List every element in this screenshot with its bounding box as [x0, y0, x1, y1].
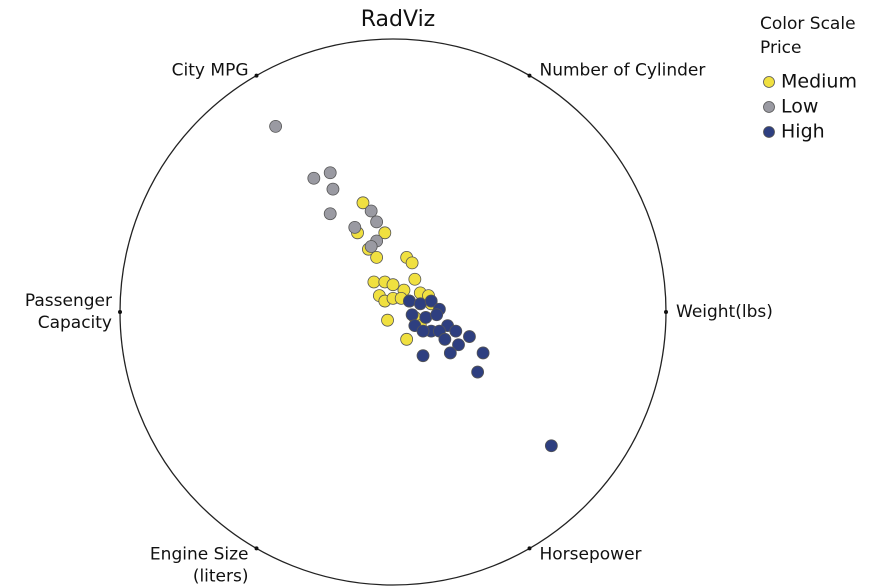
- anchor-point: [664, 310, 668, 314]
- legend-marker: [763, 101, 775, 113]
- anchor-label: Capacity: [38, 313, 112, 333]
- legend-marker: [763, 126, 775, 138]
- data-point: [381, 313, 394, 327]
- data-point: [416, 324, 430, 338]
- data-point: [449, 324, 463, 338]
- data-point: [364, 240, 378, 253]
- legend-label: Medium: [781, 71, 857, 93]
- data-point: [430, 308, 444, 322]
- data-point: [438, 332, 452, 346]
- data-point: [452, 338, 465, 352]
- data-point: [370, 215, 384, 229]
- data-point: [367, 275, 381, 289]
- legend-title: Color Scale: [760, 14, 856, 34]
- radviz-circle: [119, 38, 667, 586]
- anchor-label: Horsepower: [540, 544, 642, 564]
- anchor-point: [527, 546, 532, 551]
- anchor-label: (liters): [193, 566, 249, 586]
- data-point: [323, 207, 337, 221]
- data-point: [326, 182, 340, 196]
- data-point: [416, 349, 430, 363]
- data-point: [356, 196, 370, 210]
- legend-marker: [763, 76, 775, 88]
- anchor-point: [118, 310, 122, 314]
- data-point: [405, 256, 419, 270]
- data-point: [386, 278, 400, 292]
- data-point: [364, 204, 378, 218]
- anchor-point: [254, 73, 259, 78]
- data-point: [402, 294, 416, 308]
- data-point: [413, 297, 427, 311]
- data-point: [471, 365, 485, 379]
- data-point: [269, 119, 283, 133]
- data-point: [544, 439, 558, 453]
- data-point: [476, 346, 490, 360]
- data-point: [378, 226, 392, 240]
- chart-title: RadViz: [361, 7, 435, 32]
- data-point: [370, 250, 384, 264]
- data-point: [424, 294, 438, 308]
- data-point: [348, 220, 362, 234]
- legend-title: Price: [760, 38, 801, 58]
- anchor-label: Engine Size: [150, 544, 249, 564]
- data-point: [323, 166, 337, 180]
- data-point: [405, 308, 419, 322]
- data-point: [307, 171, 321, 185]
- legend-label: Low: [781, 96, 818, 118]
- anchor-label: Number of Cylinder: [540, 61, 706, 81]
- legend-label: High: [781, 121, 825, 143]
- anchor-point: [254, 546, 259, 551]
- data-point: [419, 311, 433, 324]
- anchor-label: City MPG: [172, 61, 249, 81]
- anchor-point: [527, 73, 532, 78]
- data-point: [443, 346, 457, 360]
- anchor-label: Passenger: [25, 291, 112, 311]
- data-point: [408, 272, 422, 286]
- data-point: [463, 330, 476, 343]
- anchor-label: Weight(lbs): [676, 302, 773, 322]
- data-point: [400, 332, 414, 346]
